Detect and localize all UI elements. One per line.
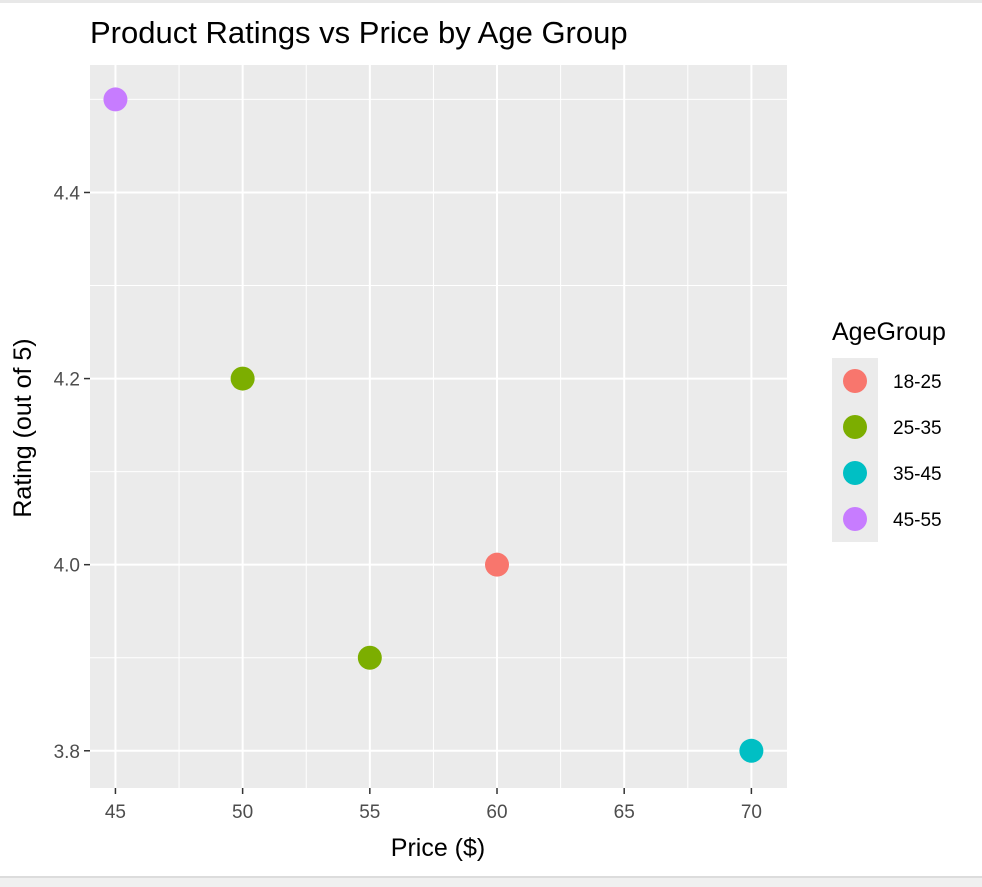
x-tick-label: 55 <box>359 802 380 823</box>
data-point <box>357 645 382 670</box>
legend-label: 35-45 <box>893 464 942 485</box>
x-tick-label: 70 <box>741 802 762 823</box>
window-bottom-border <box>0 876 982 887</box>
data-points <box>103 87 764 763</box>
data-point <box>485 552 510 577</box>
y-tick-label: 4.4 <box>54 183 81 204</box>
legend-key <box>843 415 867 439</box>
x-tick-label: 45 <box>105 802 126 823</box>
legend-title: AgeGroup <box>832 318 946 346</box>
x-axis-title: Price ($) <box>391 834 485 862</box>
x-tick-label: 65 <box>614 802 635 823</box>
y-axis-title: Rating (out of 5) <box>9 338 37 517</box>
data-point <box>739 738 764 763</box>
legend-key <box>843 369 867 393</box>
window-top-border <box>0 0 982 3</box>
x-tick-label: 60 <box>486 802 507 823</box>
y-tick-label: 4.0 <box>54 556 80 577</box>
legend-key <box>843 507 867 531</box>
major-gridlines <box>90 65 787 788</box>
plot-panel <box>90 65 787 788</box>
legend-label: 45-55 <box>893 510 942 531</box>
x-tick-label: 50 <box>232 802 253 823</box>
y-tick-label: 4.2 <box>54 370 80 391</box>
y-tick-label: 3.8 <box>54 742 80 763</box>
data-point <box>103 87 128 112</box>
legend-key <box>843 461 867 485</box>
x-axis-ticks: 45 50 55 60 65 70 <box>105 788 762 823</box>
chart-title: Product Ratings vs Price by Age Group <box>90 15 628 50</box>
y-axis-ticks: 3.8 4.0 4.2 4.4 <box>54 183 90 763</box>
legend-label: 25-35 <box>893 418 942 439</box>
legend-label: 18-25 <box>893 372 942 393</box>
data-point <box>230 366 255 391</box>
minor-gridlines <box>90 65 787 788</box>
legend: 18-25 25-35 35-45 45-55 <box>843 369 942 531</box>
